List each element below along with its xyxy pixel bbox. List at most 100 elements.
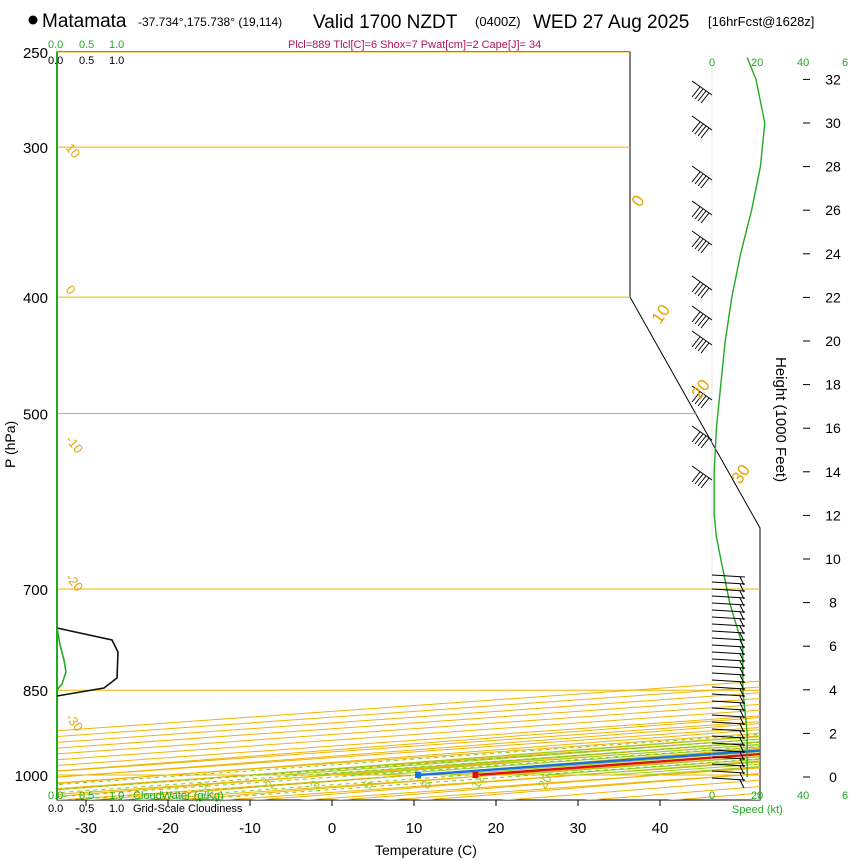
pressure-axis-label: P (hPa)	[2, 421, 18, 468]
x-tick-label: 30	[570, 820, 587, 837]
wind-barb	[711, 742, 746, 746]
valid-date: WED 27 Aug 2025	[533, 12, 689, 33]
wind-barb	[691, 230, 713, 246]
mixing-ratio-line	[63, 296, 760, 800]
height-tick-label: 4	[829, 682, 837, 698]
location-coords: -37.734°,175.738° (19,114)	[138, 15, 282, 29]
wind-barb	[711, 658, 746, 662]
location-dot-icon	[28, 15, 38, 25]
isotherm-line	[57, 52, 760, 800]
wind-barb-flag	[700, 317, 710, 329]
wind-barb-flag	[691, 236, 701, 248]
speed-bottom-tick-2: 40	[797, 790, 809, 802]
wind-barb-flag	[691, 171, 701, 183]
x-tick-label: -20	[157, 820, 179, 837]
wind-barb	[691, 385, 713, 401]
wind-barb	[691, 200, 713, 216]
cloudwater-bottom-tick-2: 1.0	[109, 790, 124, 802]
wind-barb-flag	[700, 242, 710, 254]
wind-barb	[711, 630, 746, 634]
speed-axis-label: Speed (kt)	[732, 804, 783, 816]
mixing-ratio-label: 20	[535, 771, 555, 791]
isotherm-line	[57, 52, 760, 800]
wind-barb-flag	[697, 475, 707, 487]
mixing-ratio-line	[57, 296, 760, 800]
isotherm-line	[57, 52, 760, 800]
dry-adiabat-label: 10	[63, 140, 84, 161]
dry-adiabat	[57, 52, 760, 800]
wind-barb-flag	[694, 433, 704, 445]
wind-barb-flag	[694, 173, 704, 185]
wind-barb	[711, 644, 746, 648]
wind-barb-flag	[694, 123, 704, 135]
wind-barb	[711, 735, 746, 739]
wind-barb-flag	[697, 210, 707, 222]
moist-adiabat	[512, 52, 760, 776]
dry-adiabat-label: -10	[63, 432, 87, 456]
wind-barb-flag	[694, 88, 704, 100]
x-tick-label: 20	[488, 820, 505, 837]
pressure-tick-label: 400	[23, 290, 48, 307]
wind-barb	[711, 721, 746, 725]
stability-indices: Plcl=889 Tlcl[C]=6 Shox=7 Pwat[cm]=2 Cap…	[288, 39, 541, 51]
height-tick-label: 18	[825, 377, 841, 393]
wind-barb	[711, 637, 746, 641]
wind-barb	[711, 595, 746, 599]
wind-barb-flag	[691, 281, 701, 293]
wind-barb-flag	[700, 177, 710, 189]
wind-barb	[711, 693, 746, 697]
dry-adiabat-label: -30	[63, 710, 87, 734]
pressure-tick-label: 250	[23, 45, 48, 62]
wind-barb	[691, 115, 713, 131]
height-tick-label: 2	[829, 725, 837, 741]
cloudwater-label: CloudWater (g/Kg)	[133, 790, 224, 802]
isotherm-line	[57, 52, 760, 800]
wind-barb-flag	[691, 471, 701, 483]
dry-adiabat	[85, 52, 760, 800]
wind-barb	[691, 165, 713, 181]
valid-utc: (0400Z)	[475, 14, 521, 29]
cloudiness-top-tick-0: 0.0	[48, 55, 63, 67]
dry-adiabat	[57, 52, 760, 800]
cloudwater-top-tick-0: 0.0	[48, 39, 63, 51]
temperature-line	[475, 61, 760, 777]
isotherm-line	[57, 52, 760, 800]
height-tick-label: 6	[829, 638, 837, 654]
wind-barb-flag	[694, 238, 704, 250]
isotherm-line	[57, 52, 760, 800]
moist-adiabat	[479, 52, 760, 776]
wind-barb-flag	[700, 127, 710, 139]
wind-barb-flag	[697, 125, 707, 137]
wind-barb	[711, 770, 746, 774]
wind-barb	[711, 574, 746, 578]
pressure-tick-label: 500	[23, 407, 48, 424]
wind-barb-flag	[691, 206, 701, 218]
dry-adiabat	[57, 52, 760, 800]
height-tick-label: 12	[825, 507, 841, 523]
height-tick-label: 20	[825, 333, 841, 349]
wind-barb-flag	[694, 283, 704, 295]
cloudwater-bottom-tick-0: 0.0	[48, 790, 63, 802]
wind-barb-flag	[691, 336, 701, 348]
height-tick-label: 8	[829, 595, 837, 611]
moist-adiabat	[610, 52, 760, 776]
speed-top-tick-0: 0	[709, 57, 715, 69]
wind-barb-flag	[691, 431, 701, 443]
x-tick-label: -10	[239, 820, 261, 837]
moist-adiabat	[315, 52, 760, 776]
wind-barb-flag	[697, 435, 707, 447]
cloudiness-top-tick-1: 0.5	[79, 55, 94, 67]
wind-profile	[691, 57, 766, 790]
wind-barb-flag	[700, 287, 710, 299]
pressure-tick-label: 700	[23, 582, 48, 599]
moist-adiabat-label: 10	[648, 301, 674, 327]
height-axis-label: Height (1000 Feet)	[772, 357, 789, 482]
cloudiness-top-tick-2: 1.0	[109, 55, 124, 67]
wind-barb-flag	[697, 240, 707, 252]
wind-barb-flag	[691, 86, 701, 98]
cloudiness-bottom-tick-1: 0.5	[79, 803, 94, 815]
wind-barb	[691, 305, 713, 321]
isotherm-line	[57, 52, 760, 800]
dry-adiabat	[57, 52, 760, 800]
